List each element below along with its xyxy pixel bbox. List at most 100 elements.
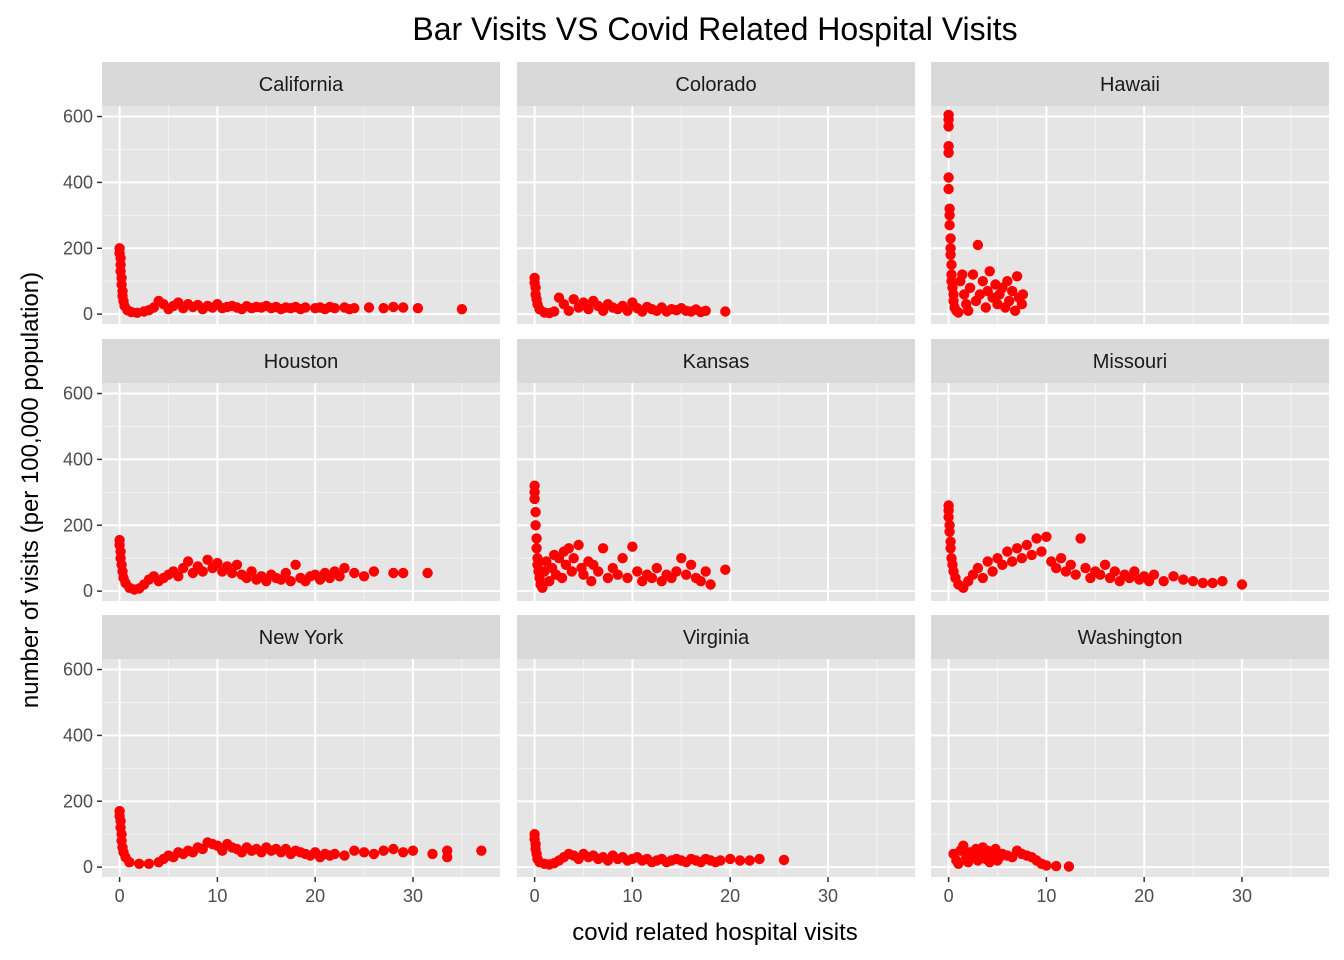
data-point bbox=[1217, 576, 1228, 587]
facet-panel: Missouri bbox=[931, 339, 1329, 601]
data-point bbox=[1041, 531, 1052, 542]
data-point bbox=[530, 520, 541, 531]
facet-label: Kansas bbox=[683, 351, 750, 373]
data-point bbox=[339, 850, 350, 861]
data-point bbox=[953, 307, 964, 318]
x-tick-label: 30 bbox=[818, 886, 838, 906]
data-point bbox=[398, 567, 409, 579]
data-point bbox=[1051, 562, 1062, 574]
data-point bbox=[573, 539, 584, 551]
facet-panel: Houston 0 200 400 600 bbox=[63, 339, 500, 601]
data-point bbox=[368, 566, 380, 577]
data-point bbox=[300, 302, 311, 313]
y-tick-label: 200 bbox=[63, 515, 93, 535]
data-point bbox=[972, 239, 984, 251]
x-tick-label: 10 bbox=[207, 886, 227, 906]
facet-strip bbox=[517, 615, 915, 659]
y-tick-label: 600 bbox=[63, 107, 93, 127]
data-point bbox=[1004, 295, 1015, 307]
data-point bbox=[1148, 569, 1160, 580]
data-point bbox=[427, 848, 438, 860]
data-point bbox=[725, 853, 736, 865]
data-point bbox=[568, 294, 579, 305]
data-point bbox=[972, 562, 984, 574]
data-point bbox=[539, 566, 550, 577]
data-point bbox=[388, 843, 399, 855]
facet-panel: Virginia 0 10 20 30 bbox=[517, 615, 915, 906]
facet-label: Washington bbox=[1078, 627, 1183, 649]
x-tick-label: 30 bbox=[403, 886, 423, 906]
facet-strip bbox=[517, 62, 915, 106]
y-tick-label: 200 bbox=[63, 791, 93, 811]
data-point bbox=[627, 541, 638, 552]
data-point bbox=[964, 282, 976, 293]
data-point bbox=[363, 302, 375, 313]
data-point bbox=[943, 121, 954, 132]
data-point bbox=[720, 306, 731, 317]
data-point bbox=[568, 553, 579, 564]
x-axis-title: covid related hospital visits bbox=[572, 919, 857, 946]
data-point bbox=[1158, 576, 1169, 587]
data-point bbox=[671, 566, 682, 577]
data-point bbox=[334, 571, 345, 582]
facet-strip bbox=[517, 339, 915, 383]
data-point bbox=[531, 543, 542, 554]
data-point bbox=[378, 845, 389, 856]
y-tick-label: 0 bbox=[83, 304, 93, 324]
data-point bbox=[1031, 533, 1042, 544]
data-point bbox=[202, 554, 213, 565]
data-point bbox=[944, 220, 955, 231]
data-point bbox=[349, 303, 360, 314]
facet-label: California bbox=[259, 74, 344, 96]
facet-strip bbox=[102, 62, 500, 106]
data-point bbox=[1187, 576, 1199, 587]
data-point bbox=[1036, 546, 1047, 557]
data-point bbox=[442, 852, 453, 863]
data-point bbox=[358, 571, 370, 582]
facet-label: Houston bbox=[264, 351, 339, 373]
y-tick-label: 400 bbox=[63, 172, 93, 192]
data-point bbox=[943, 183, 954, 195]
data-point bbox=[1063, 861, 1075, 872]
y-tick-label: 600 bbox=[63, 660, 93, 680]
data-point bbox=[422, 567, 433, 579]
data-point bbox=[744, 855, 755, 866]
data-point bbox=[124, 857, 135, 868]
data-point bbox=[945, 249, 956, 260]
data-point bbox=[597, 543, 609, 554]
data-point bbox=[563, 543, 574, 554]
x-tick-label: 0 bbox=[115, 886, 125, 906]
facet-strip bbox=[931, 62, 1329, 106]
data-point bbox=[329, 303, 340, 314]
data-point bbox=[231, 559, 243, 570]
data-point bbox=[1065, 559, 1077, 570]
data-point bbox=[544, 576, 555, 587]
data-point bbox=[681, 569, 692, 580]
data-point bbox=[197, 566, 208, 577]
data-point bbox=[705, 579, 716, 590]
data-point bbox=[1002, 546, 1013, 557]
data-point bbox=[617, 553, 628, 564]
data-point bbox=[957, 269, 968, 280]
data-point bbox=[980, 302, 991, 313]
data-point bbox=[1129, 566, 1140, 577]
data-point bbox=[967, 269, 979, 280]
data-point bbox=[992, 299, 1003, 310]
data-point bbox=[349, 845, 360, 856]
data-point bbox=[280, 567, 291, 579]
data-point bbox=[531, 533, 542, 544]
data-point bbox=[943, 172, 954, 183]
data-point bbox=[378, 303, 389, 314]
data-point bbox=[1236, 579, 1248, 590]
data-point bbox=[1009, 305, 1021, 316]
data-point bbox=[1021, 539, 1032, 551]
data-point bbox=[676, 553, 687, 564]
data-point bbox=[1017, 289, 1029, 300]
data-point bbox=[529, 493, 540, 505]
data-point bbox=[1011, 543, 1023, 554]
data-point bbox=[622, 572, 633, 584]
data-point bbox=[612, 569, 623, 580]
y-tick-label: 400 bbox=[63, 449, 93, 469]
data-point bbox=[368, 848, 380, 860]
